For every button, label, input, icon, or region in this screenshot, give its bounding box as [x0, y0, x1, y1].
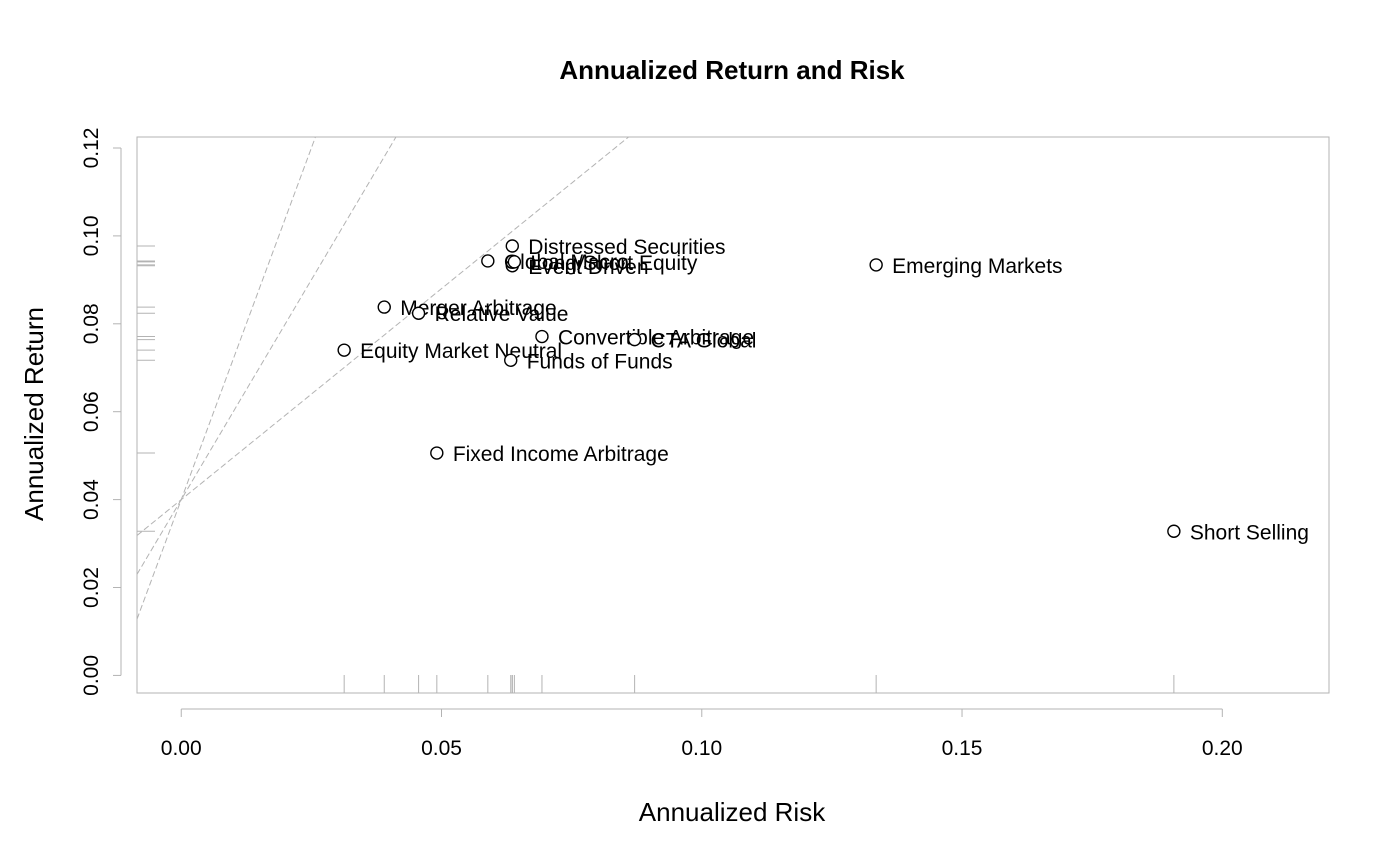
point-merger-arbitrage: Merger Arbitrage — [377, 297, 557, 320]
sharpe-line-2 — [137, 137, 397, 575]
point-marker — [1167, 524, 1181, 538]
point-convertible-arbitrage: Convertible Arbitrage — [535, 327, 754, 350]
point-label: Short Selling — [1190, 521, 1309, 544]
x-tick-label: 0.10 — [681, 737, 722, 760]
x-tick-label: 0.20 — [1202, 737, 1243, 760]
point-marker — [337, 343, 351, 357]
sharpe-line-3 — [137, 137, 630, 536]
point-label: Event Driven — [528, 256, 648, 279]
point-label: Fixed Income Arbitrage — [453, 443, 669, 466]
rug-marks — [137, 245, 1175, 693]
point-label: CTA Global — [651, 330, 757, 353]
point-marker — [535, 329, 549, 344]
y-tick-label: 0.00 — [80, 655, 103, 696]
point-marker — [869, 258, 883, 272]
y-axis-label: Annualized Return — [19, 307, 49, 521]
point-marker — [505, 239, 519, 253]
y-tick-label: 0.12 — [80, 128, 103, 169]
axes: 0.00 0.05 0.10 0.15 0.20 0.00 0.02 0.04 0.06 0.08… — [80, 128, 1243, 760]
point-label: Convertible Arbitrage — [558, 327, 754, 350]
point-label: Long/Short Equity — [530, 252, 697, 275]
point-marker — [430, 446, 444, 460]
point-cta-global: CTA Global — [627, 330, 757, 353]
y-tick-label: 0.02 — [80, 567, 103, 608]
point-marker — [507, 255, 522, 269]
point-fixed-income-arbitrage: Fixed Income Arbitrage — [430, 443, 669, 466]
plot-area-frame — [136, 136, 1330, 694]
chart-title: Annualized Return and Risk — [559, 55, 905, 85]
point-short-selling: Short Selling — [1167, 521, 1309, 544]
point-label: Distressed Securities — [528, 236, 725, 259]
point-marker — [481, 254, 495, 268]
y-tick-label: 0.10 — [80, 215, 103, 256]
point-global-macro: Global Macro — [481, 251, 629, 274]
y-tick-label: 0.08 — [80, 303, 103, 344]
point-label: Merger Arbitrage — [400, 297, 556, 320]
point-marker — [377, 300, 391, 314]
point-marker — [627, 332, 642, 347]
y-tick-label: 0.04 — [80, 479, 103, 520]
point-marker — [504, 353, 518, 367]
point-marker — [411, 306, 426, 320]
point-long-short-equity: Long/Short Equity — [507, 252, 698, 275]
x-axis-label: Annualized Risk — [639, 797, 826, 827]
y-tick-label: 0.06 — [80, 391, 103, 432]
point-label: Funds of Funds — [527, 350, 673, 373]
point-relative-value: Relative Value — [411, 303, 569, 326]
x-tick-label: 0.05 — [421, 737, 462, 760]
point-emerging-markets: Emerging Markets — [869, 255, 1063, 278]
point-label: Relative Value — [435, 303, 569, 326]
x-tick-label: 0.15 — [942, 737, 983, 760]
x-tick-label: 0.00 — [161, 737, 202, 760]
point-label: Emerging Markets — [892, 255, 1062, 278]
point-funds-of-funds: Funds of Funds — [504, 350, 673, 373]
sharpe-lines — [137, 137, 630, 620]
point-label: Global Macro — [504, 251, 629, 274]
sharpe-line-1 — [137, 137, 316, 620]
point-distressed-securities: Distressed Securities — [505, 236, 726, 259]
